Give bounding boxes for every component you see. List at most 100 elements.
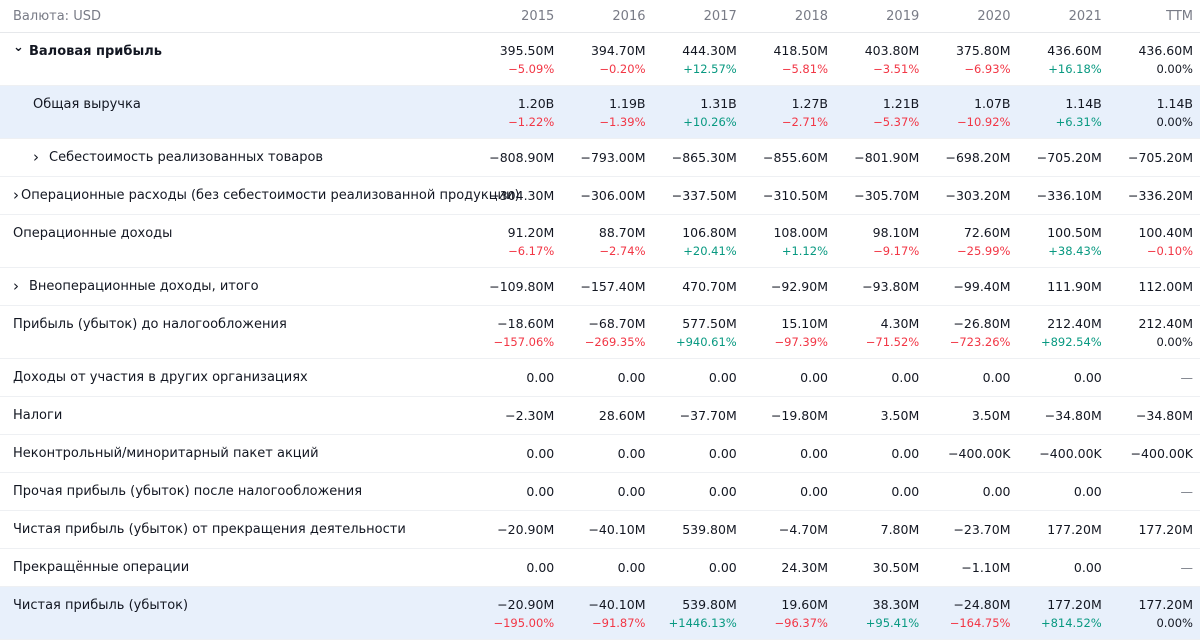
row-non-operating-income[interactable]: Внеоперационные доходы, итого −109.80M −1… bbox=[0, 268, 1200, 306]
value-amount: −705.20M bbox=[1128, 149, 1193, 165]
value-cell-2020: 375.80M −6.93% bbox=[926, 33, 1017, 85]
value-cell-2019: −93.80M bbox=[835, 279, 926, 295]
row-operating-income[interactable]: Операционные доходы 91.20M −6.17% 88.70M −2… bbox=[0, 215, 1200, 268]
value-cell-2019: 98.10M −9.17% bbox=[835, 215, 926, 267]
value-amount: 0.00 bbox=[526, 483, 555, 499]
value-cell-2019: 30.50M bbox=[835, 560, 926, 576]
column-header-2020: 2020 bbox=[977, 8, 1011, 24]
value-change: −0.20% bbox=[599, 62, 646, 76]
value-cell-2016: −157.40M bbox=[561, 279, 652, 295]
value-cell-2021: −336.10M bbox=[1018, 188, 1109, 204]
value-cell-2021: 177.20M bbox=[1018, 522, 1109, 538]
row-minority-interest[interactable]: Неконтрольный/миноритарный пакет акций 0… bbox=[0, 435, 1200, 473]
value-amount: −24.80M bbox=[953, 597, 1011, 612]
value-cell-2019: 3.50M bbox=[835, 408, 926, 424]
value-amount: 100.40M bbox=[1138, 225, 1193, 240]
value-amount: 0.00 bbox=[708, 445, 737, 461]
row-label: Доходы от участия в других организациях bbox=[13, 370, 308, 385]
value-amount: −801.90M bbox=[854, 149, 920, 165]
value-amount: 1.21B bbox=[882, 96, 920, 111]
value-amount: 177.20M bbox=[1047, 521, 1102, 537]
row-total-revenue[interactable]: Общая выручка 1.20B −1.22% 1.19B −1.39% 1.31… bbox=[0, 86, 1200, 139]
value-cell-2018: 24.30M bbox=[744, 560, 835, 576]
value-cell-2018: −19.80M bbox=[744, 408, 835, 424]
value-cell-2017: −865.30M bbox=[653, 150, 744, 166]
value-cell-2021: 177.20M +814.52% bbox=[1018, 587, 1109, 639]
row-pretax-income[interactable]: Прибыль (убыток) до налогообложения −18.… bbox=[0, 306, 1200, 359]
value-cell-2021: −705.20M bbox=[1018, 150, 1109, 166]
row-equity-in-earnings[interactable]: Доходы от участия в других организациях … bbox=[0, 359, 1200, 397]
value-change: −1.22% bbox=[508, 115, 555, 129]
value-cell-2017: −37.70M bbox=[653, 408, 744, 424]
value-cell-2018: 0.00 bbox=[744, 446, 835, 462]
value-cell-2019: 38.30M +95.41% bbox=[835, 587, 926, 639]
value-change: +1.12% bbox=[781, 244, 828, 258]
value-amount: 24.30M bbox=[781, 559, 828, 575]
value-cell-2021: 0.00 bbox=[1018, 370, 1109, 386]
value-change: −91.87% bbox=[592, 616, 646, 630]
value-cell-2021: 100.50M +38.43% bbox=[1018, 215, 1109, 267]
row-label: Операционные расходы (без себестоимости … bbox=[21, 188, 520, 203]
value-amount: 436.60M bbox=[1047, 43, 1102, 58]
value-cell-2017: 0.00 bbox=[653, 370, 744, 386]
value-change: +1446.13% bbox=[668, 616, 737, 630]
row-discontinued-operations[interactable]: Прекращённые операции 0.00 0.00 0.00 24.30M… bbox=[0, 549, 1200, 587]
value-cell-2016: −306.00M bbox=[561, 188, 652, 204]
value-change: +95.41% bbox=[865, 616, 920, 630]
chevron-right-icon[interactable] bbox=[13, 280, 27, 294]
value-cell-2017: 0.00 bbox=[653, 560, 744, 576]
row-other-after-tax[interactable]: Прочая прибыль (убыток) после налогообло… bbox=[0, 473, 1200, 511]
value-amount: 108.00M bbox=[773, 225, 828, 240]
value-cell-ttm: −400.00K bbox=[1109, 446, 1200, 462]
value-amount: 28.60M bbox=[598, 407, 646, 423]
value-amount: 0.00 bbox=[891, 483, 920, 499]
chevron-down-icon[interactable] bbox=[13, 44, 27, 57]
row-label: Прекращённые операции bbox=[13, 560, 190, 575]
value-cell-2019: 7.80M bbox=[835, 522, 926, 538]
value-cell-2015: −304.30M bbox=[470, 188, 561, 204]
value-cell-2020: −26.80M −723.26% bbox=[926, 306, 1017, 358]
value-cell-ttm: −336.20M bbox=[1109, 188, 1200, 204]
row-net-income[interactable]: Чистая прибыль (убыток) −20.90M −195.00% −… bbox=[0, 587, 1200, 640]
chevron-right-icon[interactable] bbox=[13, 189, 19, 203]
value-cell-2018: 19.60M −96.37% bbox=[744, 587, 835, 639]
value-change: −1.39% bbox=[599, 115, 646, 129]
value-cell-2020: −23.70M bbox=[926, 522, 1017, 538]
value-cell-ttm: 212.40M 0.00% bbox=[1109, 306, 1200, 358]
value-change: −10.92% bbox=[957, 115, 1011, 129]
column-header-ttm: TTM bbox=[1166, 8, 1193, 24]
value-amount: 0.00 bbox=[617, 445, 646, 461]
value-amount: −109.80M bbox=[489, 278, 555, 294]
value-change: −25.99% bbox=[957, 244, 1011, 258]
value-amount: 15.10M bbox=[781, 316, 828, 331]
value-amount: −336.20M bbox=[1128, 187, 1193, 203]
row-taxes[interactable]: Налоги −2.30M 28.60M −37.70M −19.80M 3.50M 3.… bbox=[0, 397, 1200, 435]
value-amount: 177.20M bbox=[1138, 597, 1193, 612]
value-change: −2.74% bbox=[599, 244, 646, 258]
row-operating-expenses[interactable]: Операционные расходы (без себестоимости … bbox=[0, 177, 1200, 215]
value-cell-2020: 0.00 bbox=[926, 370, 1017, 386]
value-amount: −34.80M bbox=[1044, 407, 1102, 423]
value-cell-2015: 1.20B −1.22% bbox=[470, 86, 561, 138]
value-amount: −4.70M bbox=[778, 521, 828, 537]
chevron-right-icon[interactable] bbox=[33, 151, 47, 165]
row-cost-of-goods-sold[interactable]: Себестоимость реализованных товаров −808… bbox=[0, 139, 1200, 177]
value-cell-2020: 3.50M bbox=[926, 408, 1017, 424]
value-amount: −34.80M bbox=[1135, 407, 1193, 423]
value-change: 0.00% bbox=[1156, 62, 1193, 76]
value-cell-2020: 1.07B −10.92% bbox=[926, 86, 1017, 138]
value-amount: 470.70M bbox=[682, 278, 737, 294]
value-amount: −18.60M bbox=[497, 316, 555, 331]
row-net-income-continuing[interactable]: Чистая прибыль (убыток) от прекращения д… bbox=[0, 511, 1200, 549]
value-amount: −20.90M bbox=[497, 597, 555, 612]
row-gross-profit[interactable]: Валовая прибыль 395.50M −5.09% 394.70M −0.2… bbox=[0, 33, 1200, 86]
row-label: Себестоимость реализованных товаров bbox=[49, 150, 324, 165]
value-amount: 0.00 bbox=[1073, 369, 1102, 385]
value-amount: 98.10M bbox=[872, 225, 920, 240]
row-label: Чистая прибыль (убыток) от прекращения д… bbox=[13, 522, 406, 537]
value-amount: −99.40M bbox=[953, 278, 1011, 294]
value-cell-2018: −310.50M bbox=[744, 188, 835, 204]
value-cell-2017: 470.70M bbox=[653, 279, 744, 295]
value-amount: 106.80M bbox=[682, 225, 737, 240]
